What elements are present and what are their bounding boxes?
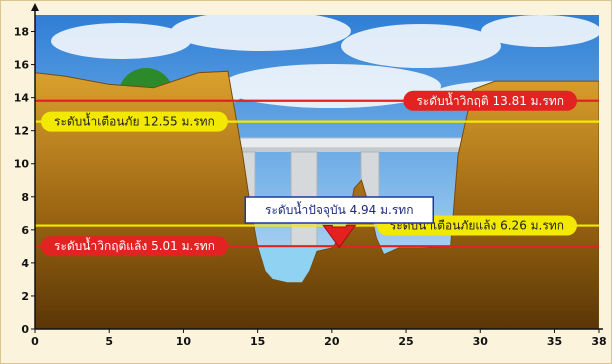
x-tick-label: 15 (250, 335, 265, 348)
y-tick-label: 2 (21, 290, 29, 303)
level-label-text: ระดับน้ำวิกฤติแล้ง 5.01 ม.รทก (54, 237, 215, 253)
y-tick-label: 0 (21, 323, 29, 336)
y-tick-label: 12 (14, 125, 29, 138)
x-tick-label: 5 (105, 335, 113, 348)
x-tick-label: 0 (31, 335, 39, 348)
y-tick-label: 18 (14, 26, 29, 39)
level-label-pill (41, 111, 228, 132)
y-tick-label: 4 (21, 257, 29, 270)
current-level-box (244, 196, 435, 224)
x-tick-label: 25 (398, 335, 413, 348)
x-tick-label: 30 (473, 335, 489, 348)
y-axis-arrow (31, 3, 39, 11)
level-label-text: ระดับน้ำวิกฤติ 13.81 ม.รทก (416, 92, 564, 108)
x-tick-label: 10 (176, 335, 192, 348)
level-label-1: ระดับน้ำเตือนภัย 12.55 ม.รทก (41, 111, 228, 132)
x-tick-label: 20 (324, 335, 340, 348)
level-label-0: ระดับน้ำวิกฤติ 13.81 ม.รทก (403, 90, 577, 111)
x-tick-label: 38 (591, 335, 606, 348)
current-level-arrow (322, 224, 357, 249)
x-tick-label: 35 (547, 335, 562, 348)
current-level-label: ระดับน้ำปัจจุบัน 4.94 ม.รทก (265, 201, 413, 218)
level-label-pill (403, 90, 577, 111)
level-label-text: ระดับน้ำเตือนภัย 12.55 ม.รทก (54, 113, 215, 129)
y-tick-label: 8 (21, 191, 29, 204)
level-label-3: ระดับน้ำวิกฤติแล้ง 5.01 ม.รทก (41, 236, 228, 257)
y-tick-label: 16 (14, 59, 30, 72)
level-label-pill (41, 236, 228, 257)
y-tick-label: 10 (14, 158, 30, 171)
y-tick-label: 6 (21, 224, 29, 237)
axes: 0 2 4 6 8 10 12 14 16 18 0 5 10 15 20 25 30 35 38 (14, 3, 607, 348)
y-tick-label: 14 (14, 92, 30, 105)
